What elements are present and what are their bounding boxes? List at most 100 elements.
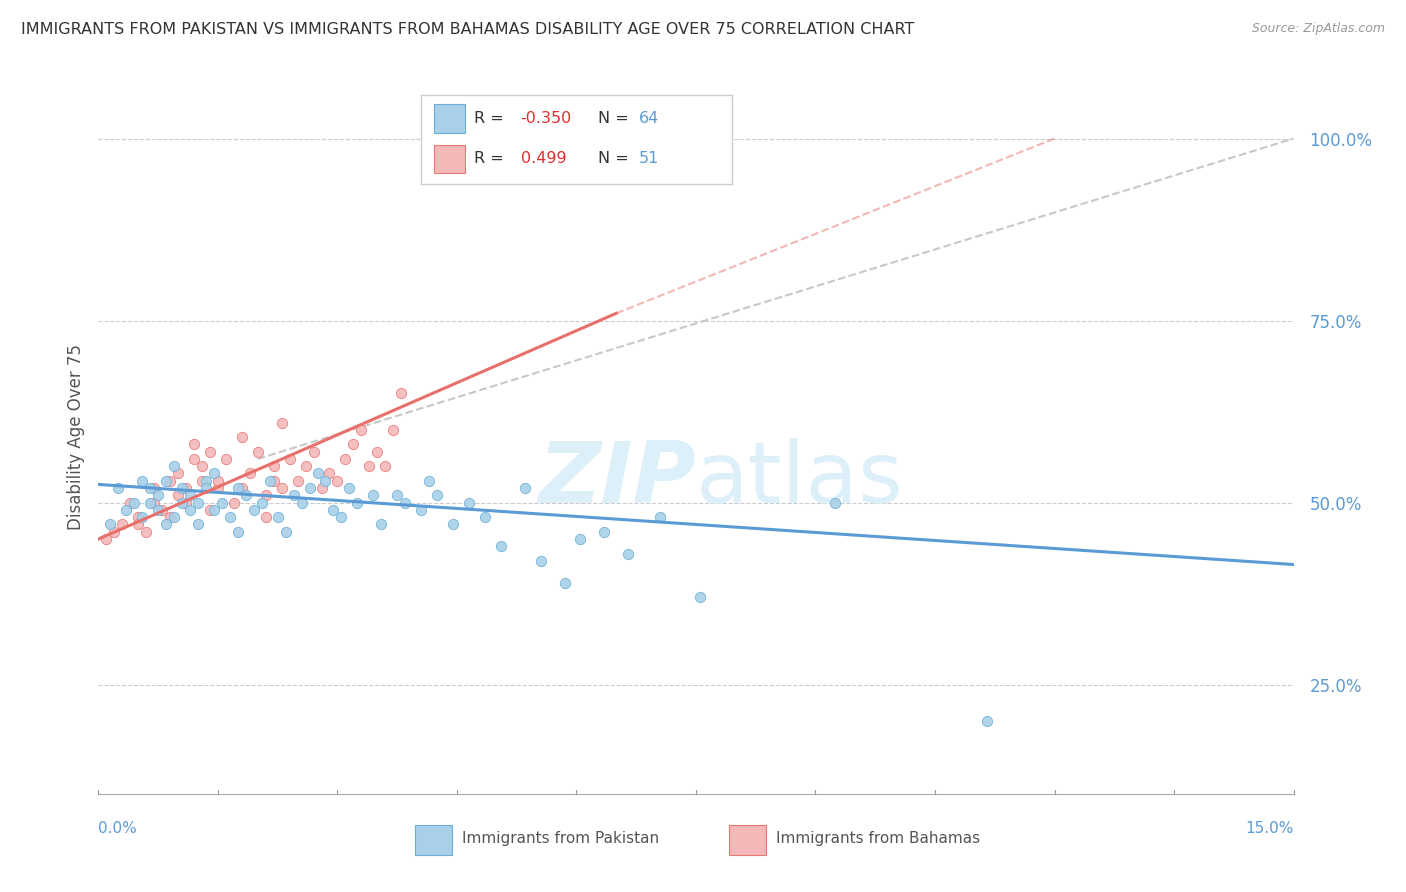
Point	[127, 510, 149, 524]
Point	[172, 495, 194, 509]
Point	[617, 547, 640, 561]
Point	[426, 488, 449, 502]
Point	[263, 474, 285, 488]
Point	[98, 517, 122, 532]
Point	[254, 510, 277, 524]
Point	[243, 503, 266, 517]
Point	[202, 503, 225, 517]
Point	[207, 481, 229, 495]
Point	[150, 503, 173, 517]
Point	[207, 474, 229, 488]
Point	[342, 437, 364, 451]
Point	[139, 495, 162, 509]
Point	[250, 495, 273, 509]
Point	[183, 437, 205, 451]
Point	[246, 444, 269, 458]
Text: 0.0%: 0.0%	[98, 821, 138, 836]
Point	[198, 444, 221, 458]
Point	[111, 517, 134, 532]
Point	[215, 451, 238, 466]
Point	[326, 474, 349, 488]
Point	[394, 495, 416, 509]
Point	[159, 510, 181, 524]
Point	[167, 488, 190, 502]
Point	[211, 495, 233, 509]
Point	[374, 459, 396, 474]
Point	[155, 474, 177, 488]
Point	[363, 488, 385, 502]
Point	[159, 474, 181, 488]
Point	[179, 503, 201, 517]
Point	[283, 488, 305, 502]
Point	[318, 467, 340, 481]
Point	[96, 532, 118, 546]
Point	[187, 495, 209, 509]
Point	[254, 488, 277, 502]
Point	[107, 481, 129, 495]
Point	[183, 451, 205, 466]
Point	[322, 503, 344, 517]
Point	[418, 474, 440, 488]
Point	[335, 451, 357, 466]
Point	[226, 524, 249, 539]
Point	[315, 474, 337, 488]
Point	[530, 554, 553, 568]
Point	[198, 503, 221, 517]
Point	[124, 495, 146, 509]
Point	[370, 517, 392, 532]
Text: 15.0%: 15.0%	[1246, 821, 1294, 836]
Point	[222, 495, 245, 509]
Point	[330, 510, 353, 524]
Text: ZIP: ZIP	[538, 438, 696, 522]
Point	[311, 481, 333, 495]
Point	[231, 430, 253, 444]
Point	[179, 488, 201, 502]
Text: IMMIGRANTS FROM PAKISTAN VS IMMIGRANTS FROM BAHAMAS DISABILITY AGE OVER 75 CORRE: IMMIGRANTS FROM PAKISTAN VS IMMIGRANTS F…	[21, 22, 914, 37]
Point	[302, 444, 325, 458]
Point	[554, 575, 576, 590]
Point	[131, 510, 153, 524]
Point	[294, 459, 316, 474]
Point	[131, 474, 153, 488]
Point	[174, 481, 197, 495]
Point	[513, 481, 536, 495]
Point	[143, 495, 166, 509]
Point	[163, 459, 186, 474]
Point	[278, 451, 301, 466]
Point	[202, 467, 225, 481]
Point	[346, 495, 368, 509]
Point	[350, 423, 373, 437]
Point	[195, 481, 218, 495]
Point	[191, 474, 214, 488]
Point	[593, 524, 616, 539]
Point	[489, 539, 512, 553]
Point	[366, 444, 388, 458]
Point	[115, 503, 138, 517]
Point	[569, 532, 592, 546]
Point	[307, 467, 329, 481]
Point	[689, 591, 711, 605]
Point	[270, 481, 292, 495]
Point	[191, 459, 214, 474]
Point	[385, 488, 409, 502]
Y-axis label: Disability Age Over 75: Disability Age Over 75	[66, 344, 84, 530]
Point	[263, 459, 285, 474]
Point	[382, 423, 405, 437]
Point	[135, 524, 157, 539]
Point	[226, 481, 249, 495]
Point	[287, 474, 309, 488]
Point	[163, 510, 186, 524]
Point	[148, 503, 170, 517]
Point	[120, 495, 142, 509]
Point	[298, 481, 321, 495]
Point	[359, 459, 381, 474]
Point	[274, 524, 297, 539]
Point	[824, 495, 846, 509]
Point	[270, 416, 292, 430]
Point	[127, 517, 149, 532]
Point	[195, 474, 218, 488]
Point	[172, 481, 194, 495]
Point	[650, 510, 672, 524]
Point	[155, 517, 177, 532]
Point	[143, 481, 166, 495]
